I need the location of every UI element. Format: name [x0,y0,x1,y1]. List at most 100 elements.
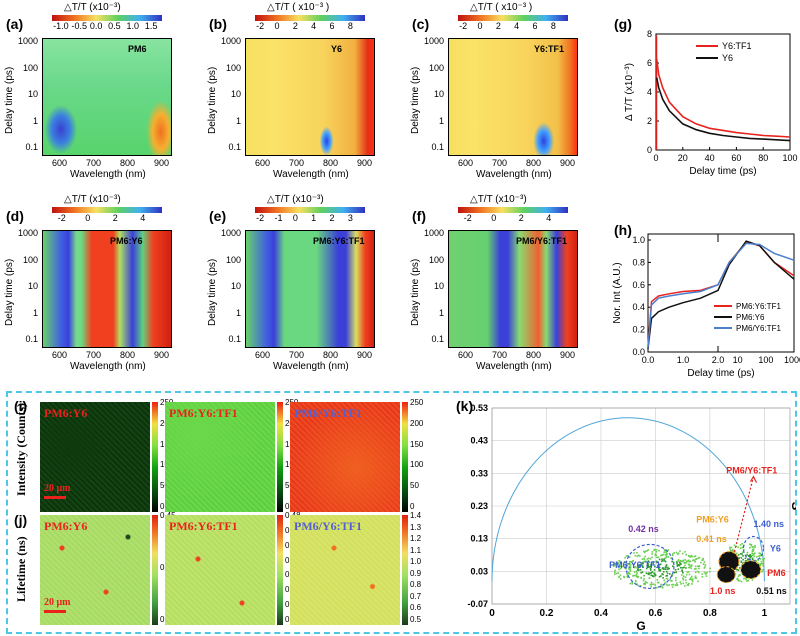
data-point [668,584,671,586]
annotation-9: 0.51 ns [756,586,787,596]
data-point [676,565,679,567]
data-point [686,560,688,563]
data-point [759,552,762,555]
x-tick-a: 800 [120,158,136,168]
data-point [684,559,687,561]
intensity-colorbar-tick-0: 50 [160,481,169,490]
data-point [657,565,659,568]
chart-h: 0.0 1.0 2.0 10 100 1000 0.0 0.2 0.4 0.6 0.8 1.0 Dela… [612,233,800,379]
data-point [636,572,638,574]
x-tick-a: 900 [154,158,170,168]
tas-map-d [42,230,172,348]
y-tick-label: 6 [647,58,652,68]
data-point [750,555,752,558]
data-point [751,579,754,581]
data-point [649,558,652,560]
y-tick-e: 10 [230,281,241,291]
data-point [669,573,671,575]
data-point [663,559,666,562]
data-point [685,553,687,556]
x-tick-b: 600 [255,158,271,168]
colorbar-title-e: △T/T (x10⁻³) [267,194,324,205]
data-point [629,570,632,572]
data-point [647,560,650,562]
data-point [629,573,631,575]
x-tick-label: 20 [678,153,688,163]
data-point [695,568,697,570]
data-point [759,563,762,566]
data-point [705,572,707,575]
data-point [740,580,743,583]
data-point [629,567,632,569]
data-point [762,565,764,567]
data-point [682,579,685,581]
data-point [650,574,652,577]
intensity-colorbar-tick-2: 0 [410,502,415,511]
data-point [644,550,647,553]
lifetime-colorbar-tick-2: 0.5 [410,615,422,624]
data-point [663,551,666,553]
data-point [700,561,702,564]
x-tick-b: 900 [357,158,373,168]
data-point [682,577,684,579]
data-point [738,567,741,569]
data-point [660,575,662,577]
data-point [650,569,652,571]
plot-frame [647,233,795,353]
x-tick-label: 100 [782,153,797,163]
data-point [628,562,631,565]
y-tick-label: 0.2 [632,325,645,335]
colorbar-tick-a: 1.5 [144,21,158,31]
y-tick-c: 1000 [424,36,445,46]
data-point [695,577,698,579]
x-tick-label: 0.6 [648,608,662,619]
data-point [685,567,687,569]
y-tick-label: 0 [647,145,652,155]
data-point [709,567,711,570]
data-point [640,577,642,579]
x-tick-a: 700 [86,158,102,168]
data-point [637,569,640,571]
data-point [670,557,672,559]
data-point [614,564,616,567]
x-tick-e: 700 [289,350,305,360]
data-point [654,554,657,557]
chart-k: 0 0.2 0.4 0.6 0.8 1 0.53 0.43 0.33 0.23 0.13 0.03 -0… [467,403,796,632]
data-point [662,586,664,589]
data-point [746,551,749,554]
y-tick-label: 0.0 [632,347,645,357]
panel-label-i: (i) [14,398,28,414]
intensity-colorbar-tick-0: 0 [160,502,165,511]
data-point [641,562,644,565]
data-point [683,561,686,564]
data-point [666,574,668,577]
data-point [706,571,708,574]
data-point [633,566,636,569]
data-point [653,548,656,551]
tas-map-a [42,38,172,156]
data-point [684,551,686,553]
panel-label-d: (d) [6,208,24,224]
intensity-image-label-2: PM6/Y6:TF1 [294,406,362,420]
map-sample-label-f: PM6/Y6:TF1 [516,236,568,246]
colorbar-tick-e: 0 [292,213,298,223]
data-point [652,583,655,585]
data-point [648,573,650,576]
data-point [688,555,690,557]
panel-label-f: (f) [412,208,426,224]
y-tick-label: 0.23 [470,501,488,511]
x-tick-label: 0.8 [703,608,717,619]
data-point [653,575,655,578]
colorbar-tick-f: 2 [518,213,524,223]
data-point [679,550,681,552]
data-point [665,551,667,553]
data-point [651,583,653,586]
data-point [747,579,750,582]
y-tick-f: 1000 [424,228,445,238]
data-point [626,573,628,575]
y-tick-f: 100 [428,254,444,265]
data-point [740,561,743,563]
data-point [696,570,699,573]
data-point [666,578,669,580]
intensity-image-2 [290,402,400,512]
